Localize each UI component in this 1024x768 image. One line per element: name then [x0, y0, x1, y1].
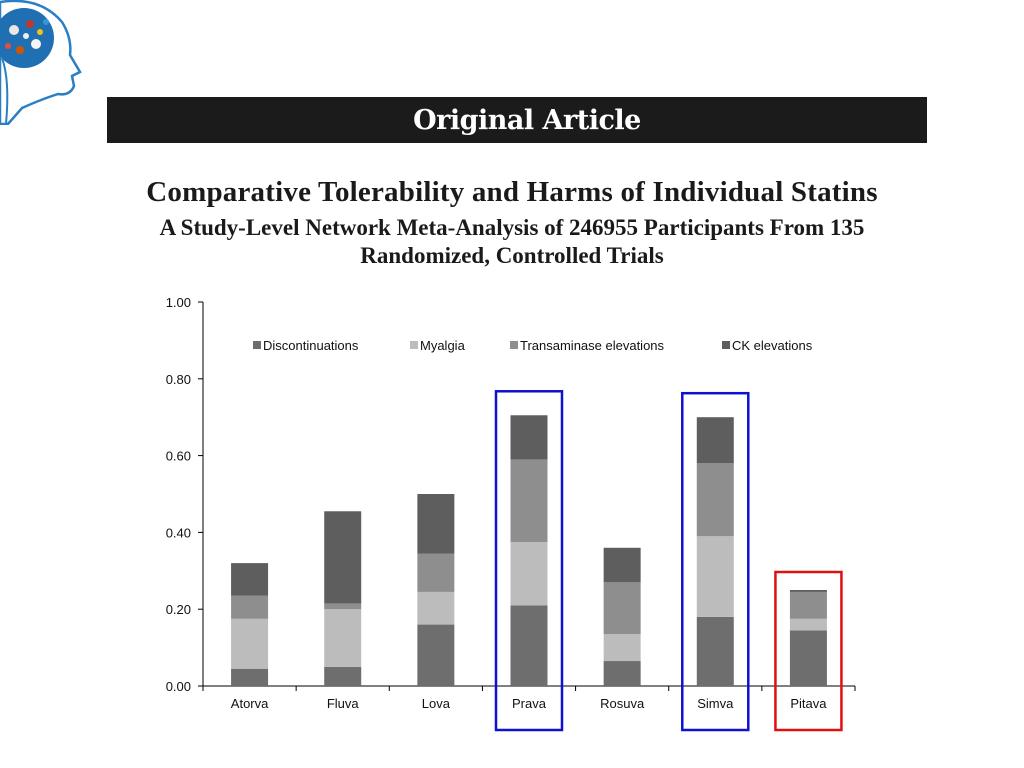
bar-segment — [789, 591, 827, 619]
y-tick-label: 0.40 — [166, 525, 191, 540]
legend-label: Discontinuations — [263, 338, 359, 353]
bar-segment — [324, 603, 362, 610]
bar-segment — [603, 661, 641, 686]
y-tick-label: 0.80 — [166, 372, 191, 387]
bar-segment — [510, 605, 548, 686]
y-tick-label: 1.00 — [166, 295, 191, 310]
legend-swatch — [410, 341, 418, 349]
x-category-label: Simva — [697, 696, 734, 711]
bar-segment — [231, 595, 269, 619]
bar-segment — [231, 563, 269, 596]
brain-head-logo-icon — [0, 0, 82, 125]
article-title: Comparative Tolerability and Harms of In… — [146, 176, 878, 208]
bar-segment — [789, 590, 827, 592]
x-category-label: Rosuva — [600, 696, 645, 711]
article-subtitle-line-1: A Study-Level Network Meta-Analysis of 2… — [159, 215, 865, 240]
banner-label: Original Article — [413, 104, 641, 136]
bar-segment — [603, 547, 641, 583]
bar-segment — [789, 630, 827, 686]
legend-label: Myalgia — [420, 338, 466, 353]
bar-segment — [510, 542, 548, 606]
highlight-box-pitava — [774, 570, 843, 732]
bar-segment — [417, 624, 455, 686]
legend-label: Transaminase elevations — [520, 338, 665, 353]
bar-segment — [417, 494, 455, 554]
y-tick-label: 0.60 — [166, 449, 191, 464]
highlight-box-simva — [681, 391, 750, 732]
bar-segment — [696, 417, 734, 464]
bar-segment — [603, 634, 641, 662]
bar-segment — [324, 511, 362, 604]
bar-segment — [510, 415, 548, 460]
bar-segment — [324, 609, 362, 667]
legend-swatch — [253, 341, 261, 349]
legend-swatch — [510, 341, 518, 349]
bar-segment — [324, 666, 362, 686]
legend-label: CK elevations — [732, 338, 813, 353]
bar-segment — [510, 459, 548, 542]
bar-segment — [603, 582, 641, 635]
bar-segment — [417, 591, 455, 625]
x-category-label: Fluva — [327, 696, 360, 711]
bar-segment — [696, 616, 734, 686]
bar-segment — [231, 618, 269, 669]
bar-segment — [789, 618, 827, 631]
bar-segment — [417, 553, 455, 592]
bar-segment — [696, 463, 734, 537]
y-tick-label: 0.20 — [166, 602, 191, 617]
article-subtitle-line-2: Randomized, Controlled Trials — [360, 243, 664, 268]
y-tick-label: 0.00 — [166, 679, 191, 694]
legend-swatch — [722, 341, 730, 349]
highlight-box-prava — [494, 390, 564, 732]
bar-segment — [696, 536, 734, 617]
x-category-label: Prava — [512, 696, 547, 711]
article-type-banner: Original Article — [107, 97, 927, 143]
x-category-label: Pitava — [790, 696, 827, 711]
bar-segment — [231, 668, 269, 686]
x-category-label: Lova — [422, 696, 451, 711]
x-category-label: Atorva — [231, 696, 269, 711]
